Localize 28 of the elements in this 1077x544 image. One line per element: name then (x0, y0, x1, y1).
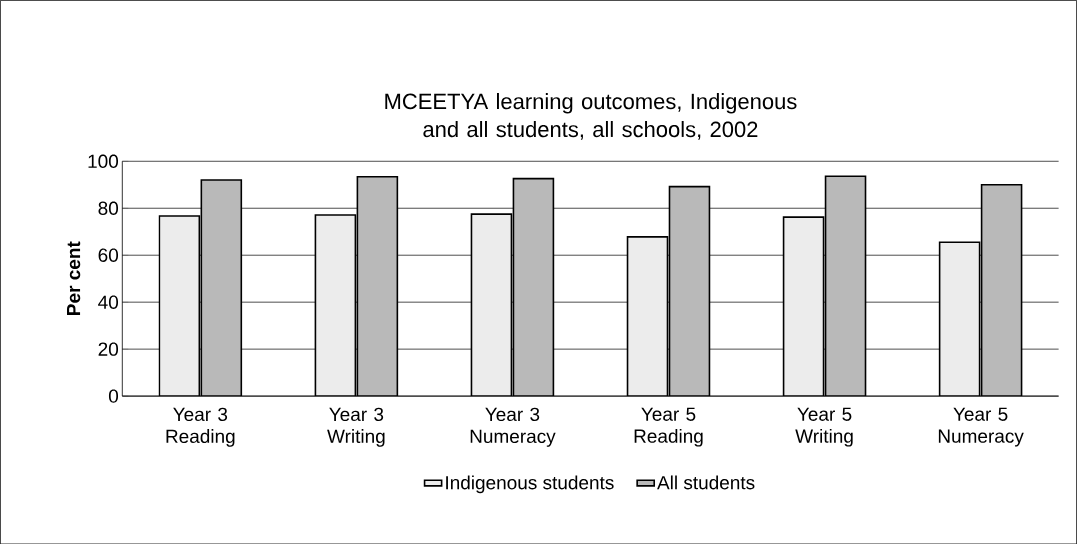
y-axis-title: Per cent (67, 241, 81, 315)
x-tick-label: Year 3 Writing (327, 407, 385, 447)
bar (668, 185, 711, 396)
bar (200, 179, 243, 396)
bar (512, 177, 555, 396)
x-tick-label: Year 3 Reading (166, 407, 235, 447)
chart-title: MCEETYA learning outcomes, Indigenous and all students, all schools, 2002 (385, 92, 797, 140)
y-tick-label: 60 (98, 248, 119, 262)
y-tick-label: 0 (108, 389, 119, 403)
x-tick-label: Year 5 Writing (795, 407, 853, 447)
bar (824, 175, 867, 396)
bar (314, 214, 357, 396)
y-tick-label: 20 (98, 342, 119, 356)
bar (980, 183, 1023, 396)
bar (356, 175, 399, 396)
bar (782, 216, 825, 396)
bar (626, 235, 669, 396)
legend-label: All students (657, 475, 755, 490)
legend-label: Indigenous students (446, 475, 614, 493)
y-tick-label: 40 (98, 295, 119, 309)
x-tick-label: Year 5 Reading (634, 407, 703, 447)
y-tick-label: 100 (88, 154, 119, 168)
bar (938, 241, 981, 396)
y-tick-label: 80 (98, 201, 119, 215)
x-tick-label: Year 5 Numeracy (938, 407, 1024, 447)
bar (470, 213, 513, 396)
x-tick-label: Year 3 Numeracy (470, 407, 556, 447)
bar (158, 215, 201, 396)
